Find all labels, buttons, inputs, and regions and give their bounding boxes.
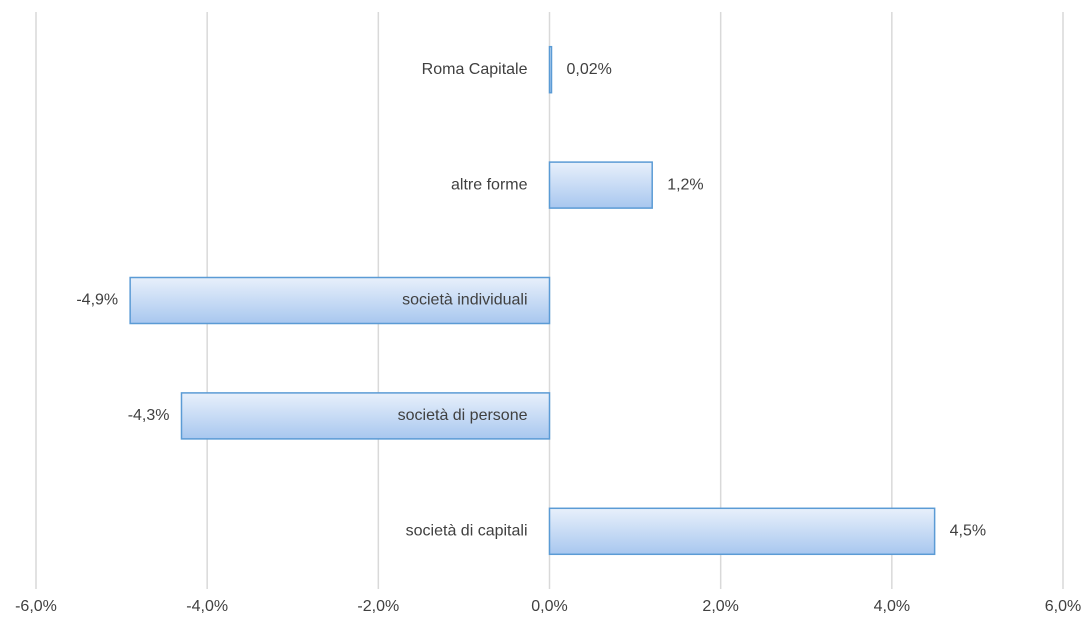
bar [129,276,551,325]
x-tick-label: 6,0% [1045,598,1081,615]
bar [548,45,553,94]
bar [548,161,653,209]
bar [180,392,551,440]
x-tick-label: 0,0% [531,598,567,615]
data-label: -4,3% [128,407,170,424]
x-tick-label: -4,0% [186,598,228,615]
bar [548,507,936,556]
category-label: società di persone [398,407,528,424]
x-tick-label: 4,0% [874,598,910,615]
x-tick-label: -2,0% [357,598,399,615]
x-tick-label: -6,0% [15,598,57,615]
category-label: società individuali [402,292,527,309]
category-label: altre forme [451,176,528,193]
data-label: 4,5% [950,523,986,540]
data-label: 1,2% [667,176,703,193]
x-tick-label: 2,0% [702,598,738,615]
data-label: 0,02% [567,61,612,78]
category-label: Roma Capitale [422,61,528,78]
data-label: -4,9% [76,292,118,309]
category-label: società di capitali [406,523,528,540]
